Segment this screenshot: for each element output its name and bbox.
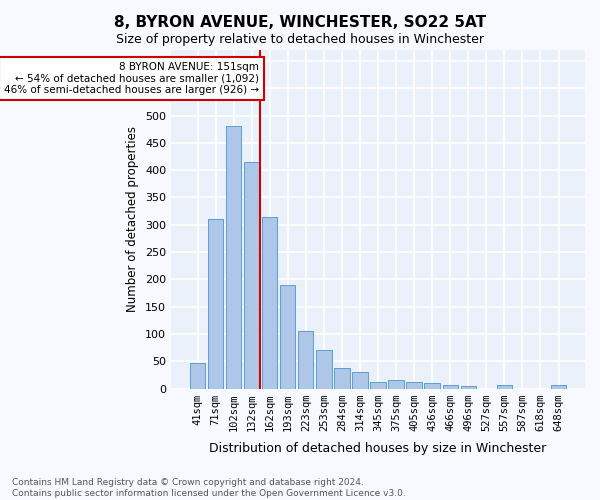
- Bar: [551, 386, 566, 388]
- Bar: [424, 383, 440, 388]
- Text: 8, BYRON AVENUE, WINCHESTER, SO22 5AT: 8, BYRON AVENUE, WINCHESTER, SO22 5AT: [114, 15, 486, 30]
- Bar: [443, 384, 458, 388]
- Bar: [298, 331, 313, 388]
- Bar: [388, 380, 404, 388]
- Bar: [352, 372, 368, 388]
- Bar: [406, 382, 422, 388]
- Bar: [497, 386, 512, 388]
- Bar: [370, 382, 386, 388]
- Text: Size of property relative to detached houses in Winchester: Size of property relative to detached ho…: [116, 32, 484, 46]
- Bar: [334, 368, 350, 388]
- Bar: [280, 285, 295, 389]
- Bar: [461, 386, 476, 388]
- Text: 8 BYRON AVENUE: 151sqm
← 54% of detached houses are smaller (1,092)
46% of semi-: 8 BYRON AVENUE: 151sqm ← 54% of detached…: [4, 62, 259, 95]
- Bar: [262, 216, 277, 388]
- X-axis label: Distribution of detached houses by size in Winchester: Distribution of detached houses by size …: [209, 442, 547, 455]
- Y-axis label: Number of detached properties: Number of detached properties: [127, 126, 139, 312]
- Text: Contains HM Land Registry data © Crown copyright and database right 2024.
Contai: Contains HM Land Registry data © Crown c…: [12, 478, 406, 498]
- Bar: [190, 364, 205, 388]
- Bar: [208, 220, 223, 388]
- Bar: [316, 350, 332, 389]
- Bar: [226, 126, 241, 388]
- Bar: [244, 162, 259, 388]
